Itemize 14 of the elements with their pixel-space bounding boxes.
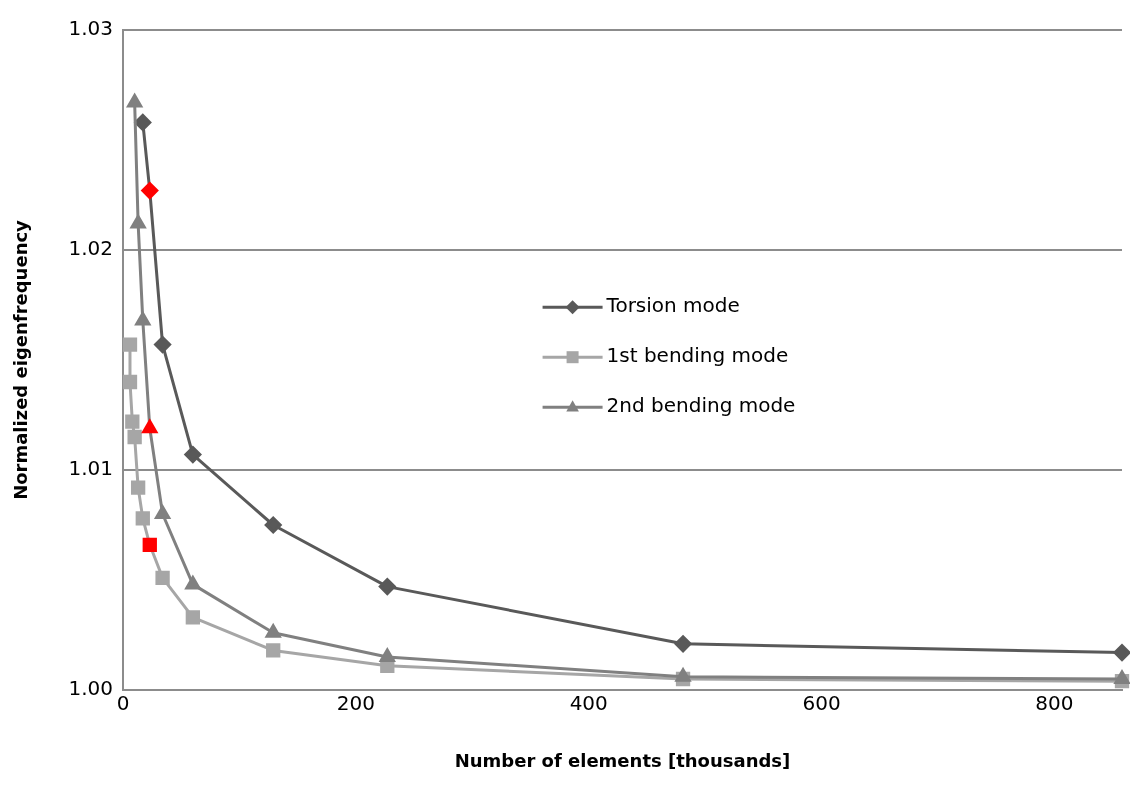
x-tick-label: 0 xyxy=(116,691,130,716)
x-tick-label: 200 xyxy=(336,691,375,716)
x-tick-label: 800 xyxy=(1035,691,1074,716)
x-axis-title: Number of elements [thousands] xyxy=(454,749,791,771)
x-tick-label: 600 xyxy=(802,691,841,716)
y-axis-title: Normalized eigenfrequency xyxy=(10,219,32,500)
legend-label: Torsion mode xyxy=(605,293,740,318)
y-tick-label: 1.01 xyxy=(68,456,113,481)
legend-label: 2nd bending mode xyxy=(606,393,796,418)
x-tick-label: 400 xyxy=(569,691,608,716)
y-tick-label: 1.03 xyxy=(68,16,113,41)
y-tick-label: 1.02 xyxy=(68,236,113,261)
y-tick-label: 1.00 xyxy=(68,676,113,701)
legend-label: 1st bending mode xyxy=(606,343,789,368)
